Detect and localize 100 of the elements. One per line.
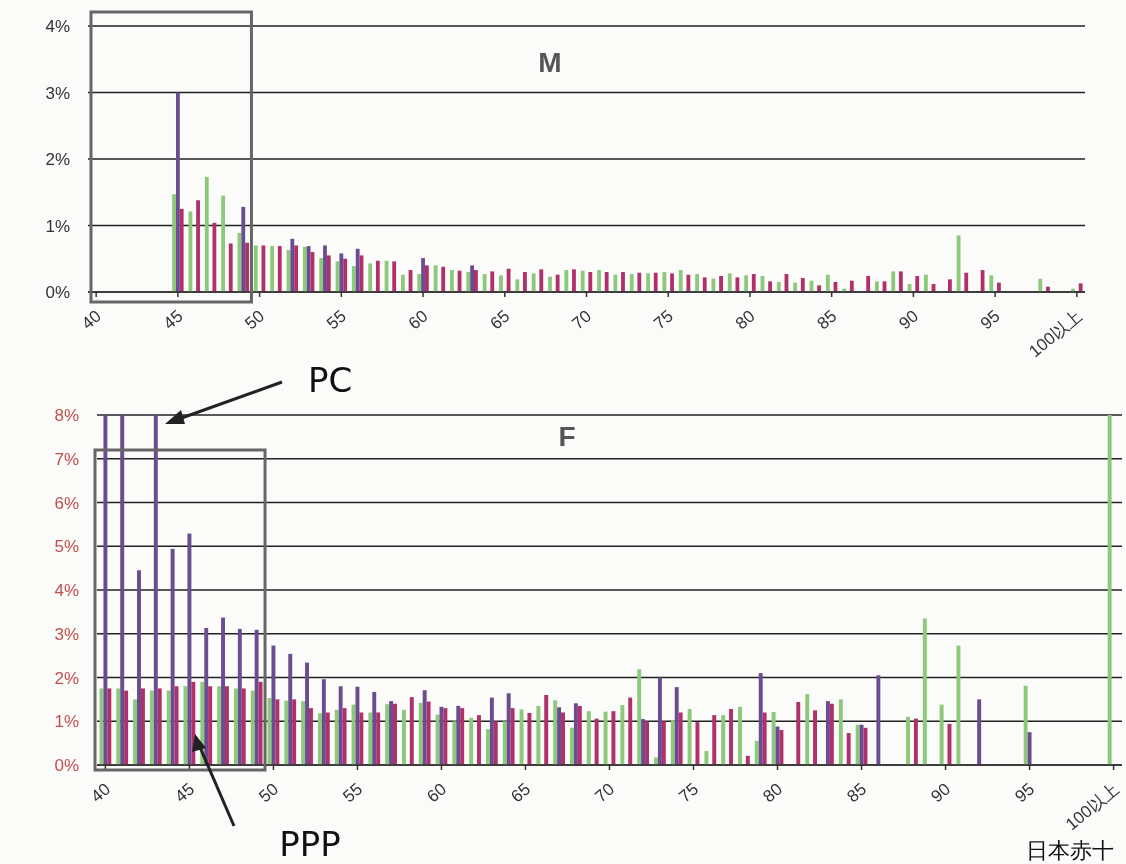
x-tick-label: 90 [895,306,922,334]
bar [913,718,918,765]
bar [368,263,373,292]
bar [1107,415,1112,765]
bar [702,277,707,292]
bar [294,245,299,292]
bar [805,694,810,765]
bar [288,653,293,765]
bar [385,704,390,765]
text: PPP [279,824,341,864]
bar [477,715,481,765]
bar [469,717,474,765]
x-tick-label: 100以上 [1062,779,1123,835]
x-tick-label: 65 [507,779,535,807]
bar [270,246,275,292]
bar [355,248,360,292]
bar [359,712,364,765]
x-tick-label: 45 [159,306,187,334]
bar [342,708,347,765]
bar [355,686,360,765]
bar [758,673,763,765]
bar [137,570,141,765]
bar [637,272,642,292]
bar [922,618,927,765]
bar [695,722,700,765]
bar [678,712,683,765]
bar [1078,283,1083,292]
bar [855,724,860,765]
bar [762,712,767,765]
x-tick-label: 60 [404,306,432,334]
bar [670,273,674,292]
bar [179,208,184,292]
bar [939,704,944,765]
bar [421,258,425,292]
bar [629,274,634,292]
bar [493,721,498,765]
bar [527,712,532,765]
bar [466,272,471,292]
x-tick-label: 95 [1011,779,1039,807]
bar [751,274,756,292]
bar [653,272,658,292]
bar [977,699,982,765]
bar [372,691,377,765]
bar [1038,278,1043,292]
bar [489,697,494,765]
bar [849,280,854,292]
bar [555,274,560,292]
bar [678,270,683,292]
bar [577,705,582,765]
bar [661,721,666,765]
bar [271,645,276,765]
bar [704,751,709,765]
x-tick-label: 80 [759,779,787,807]
x-tick-label: 70 [568,306,596,334]
bar [317,713,322,765]
bar [687,709,692,765]
bar [637,669,642,765]
y-tick-label: 4% [54,581,79,600]
bar [628,697,633,765]
bar [800,278,805,292]
y-tick-label: 5% [54,537,79,557]
bar [309,708,313,765]
bar [603,711,608,765]
x-tick-label: 55 [323,306,350,334]
bar [418,702,423,765]
bar [417,274,422,292]
bar [776,282,781,292]
y-tick-label: 0% [45,283,70,302]
x-tick-label: 85 [843,779,871,807]
bar [573,703,578,765]
bar [301,701,306,765]
bar [744,275,749,292]
bar [170,548,175,765]
bar [490,271,495,292]
bar [646,273,650,292]
bar [829,703,834,765]
bar [237,628,242,765]
bar [825,701,830,765]
y-tick-label: 6% [54,493,79,513]
bar [813,710,818,765]
bar [172,194,176,292]
bar [727,273,732,292]
bar [339,253,344,292]
bar [956,235,961,292]
bar [306,246,311,292]
bar [474,270,478,292]
bar [915,276,920,292]
text: PC [307,360,353,400]
bar [424,265,429,292]
bar [906,716,910,765]
bar [323,245,327,292]
bar [561,712,565,765]
bar [441,266,446,292]
bar [302,246,307,292]
bar [657,677,662,765]
chart-title: F [558,421,576,452]
y-tick-label: 1% [45,216,70,236]
bar [258,681,263,765]
bar [319,258,324,292]
bar [874,281,879,292]
